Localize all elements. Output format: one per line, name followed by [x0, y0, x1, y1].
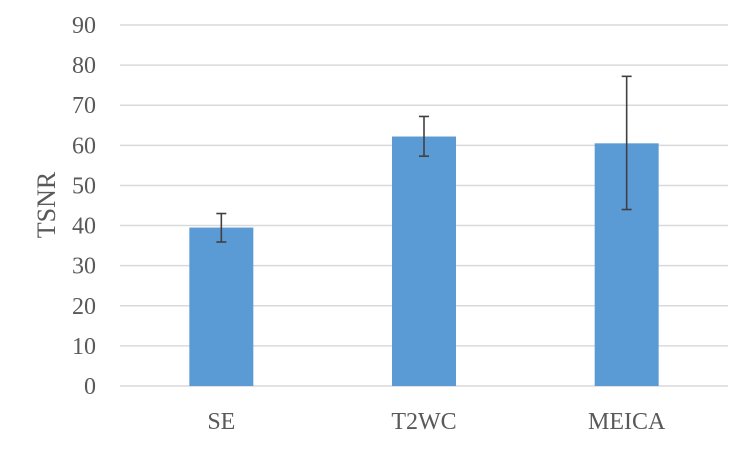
error-bar-t2wc: [419, 115, 429, 157]
x-tick-labels: SE T2WC MEICA: [207, 409, 666, 435]
y-tick-label: 70: [72, 93, 96, 119]
x-tick-label: SE: [207, 409, 235, 435]
error-bars: [216, 75, 632, 243]
y-tick-label: 20: [72, 294, 96, 320]
bar-t2wc: [392, 136, 456, 386]
y-tick-label: 60: [72, 133, 96, 159]
y-tick-label: 30: [72, 254, 96, 280]
y-tick-label: 0: [84, 374, 96, 400]
bar-se: [189, 227, 254, 386]
y-tick-label: 40: [72, 214, 96, 240]
y-tick-label: 90: [72, 13, 96, 39]
y-tick-labels: 0 10 20 30 40 50 60 70 80 90: [72, 13, 96, 400]
y-axis-title: TSNR: [32, 171, 61, 238]
x-tick-label: T2WC: [391, 409, 456, 435]
y-tick-label: 80: [72, 53, 96, 79]
x-tick-label: MEICA: [588, 409, 666, 435]
y-tick-label: 10: [72, 334, 96, 360]
error-bar-se: [216, 212, 227, 243]
y-tick-label: 50: [72, 173, 96, 199]
error-bar-meica: [621, 75, 632, 211]
bars: [189, 136, 659, 386]
